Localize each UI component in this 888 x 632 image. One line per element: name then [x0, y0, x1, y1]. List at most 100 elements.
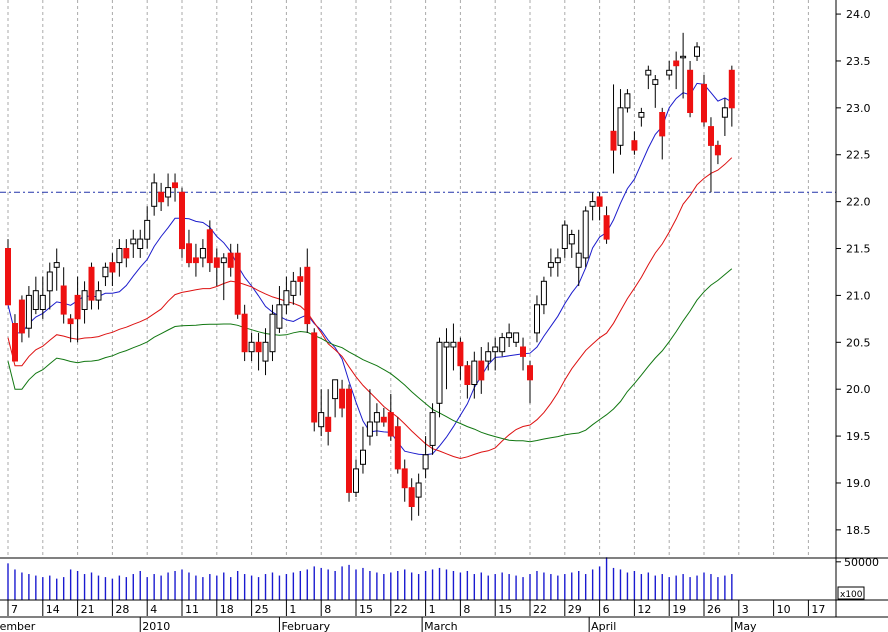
candle-45 [318, 389, 325, 437]
candle-99 [694, 42, 700, 61]
candle-body-1 [12, 323, 18, 362]
candle-58 [408, 478, 415, 521]
candle-body-43 [304, 266, 311, 325]
candle-body-63 [443, 341, 450, 348]
candle-72 [506, 323, 513, 347]
grid-lines [7, 0, 809, 558]
candle-body-72 [506, 332, 513, 339]
candle-101 [708, 117, 714, 193]
candle-body-16 [116, 248, 123, 264]
candle-body-40 [283, 290, 290, 306]
candle-60 [422, 436, 429, 479]
candle-103 [721, 98, 728, 136]
moving-average-long [7, 268, 733, 443]
candle-48 [339, 379, 346, 418]
day-label-16: 29 [568, 603, 582, 616]
candle-38 [269, 304, 276, 362]
month-label-5: May [734, 620, 757, 632]
candle-body-103 [721, 107, 728, 118]
candle-29 [206, 220, 213, 272]
candle-body-4 [32, 290, 39, 311]
candle-body-77 [540, 280, 547, 306]
candle-body-30 [213, 257, 220, 268]
candle-body-54 [380, 416, 387, 423]
candle-18 [130, 229, 137, 258]
price-tick-label-3: 20.0 [846, 383, 871, 396]
candle-52 [366, 389, 373, 446]
candle-86 [603, 206, 610, 244]
candle-55 [387, 393, 394, 441]
day-label-17: 6 [603, 603, 610, 616]
candle-39 [276, 286, 283, 333]
candle-104 [728, 65, 735, 127]
candle-87 [610, 84, 617, 174]
candle-84 [589, 192, 596, 221]
volume-axis-tick: 50000 [844, 556, 879, 569]
candle-42 [297, 267, 304, 296]
day-label-11: 22 [394, 603, 408, 616]
candle-98 [687, 60, 694, 118]
candle-body-78 [547, 262, 554, 268]
candle-body-44 [311, 332, 318, 423]
candle-body-2 [18, 299, 25, 334]
volume-bars [7, 557, 733, 600]
candle-21 [151, 173, 158, 216]
candle-body-62 [436, 341, 443, 404]
candle-body-53 [373, 412, 380, 423]
candle-body-91 [638, 112, 645, 118]
candle-body-96 [673, 60, 680, 67]
volume-multiplier-box [837, 586, 865, 600]
candle-102 [714, 140, 721, 165]
day-label-3: 28 [115, 603, 129, 616]
candle-14 [102, 262, 109, 287]
candle-body-102 [714, 144, 721, 156]
candle-91 [638, 107, 645, 127]
candle-28 [199, 239, 206, 268]
price-tick-label-9: 23.0 [846, 102, 871, 115]
day-label-20: 26 [707, 603, 721, 616]
candle-body-71 [499, 337, 506, 353]
candle-body-18 [130, 238, 137, 245]
day-label-15: 22 [533, 603, 547, 616]
candle-body-100 [701, 83, 707, 123]
candle-74 [520, 337, 526, 371]
candle-6 [46, 262, 53, 310]
day-label-4: 4 [150, 603, 157, 616]
candle-61 [429, 403, 436, 455]
candle-body-90 [631, 140, 638, 151]
candle-body-89 [624, 93, 631, 109]
candle-88 [617, 89, 624, 155]
candle-body-61 [429, 412, 436, 446]
candle-12 [88, 262, 95, 310]
candle-3 [25, 286, 32, 338]
candle-75 [527, 361, 533, 404]
price-tick-label-6: 21.5 [846, 243, 871, 256]
candle-body-55 [387, 412, 394, 437]
candle-body-56 [394, 426, 401, 470]
day-label-0: 7 [11, 603, 18, 616]
candle-body-52 [366, 421, 373, 437]
price-tick-label-11: 24.0 [846, 8, 871, 21]
candle-body-49 [346, 388, 352, 493]
candle-27 [192, 243, 199, 277]
candle-71 [499, 332, 506, 357]
candle-23 [165, 173, 172, 207]
volume-axis: 50000 x100 [836, 556, 879, 600]
price-tick-label-4: 20.5 [846, 336, 871, 349]
candle-body-8 [60, 285, 67, 315]
candle-body-95 [666, 69, 673, 76]
month-label-1: 2010 [142, 620, 170, 632]
candle-64 [450, 323, 457, 371]
price-tick-label-7: 22.0 [846, 196, 871, 209]
day-label-6: 18 [220, 603, 234, 616]
candle-body-97 [680, 55, 687, 59]
candle-8 [60, 267, 67, 324]
day-label-12: 1 [429, 603, 436, 616]
candle-body-38 [269, 313, 276, 353]
candle-body-7 [53, 262, 60, 268]
candle-body-85 [596, 196, 603, 207]
candle-body-94 [659, 112, 666, 137]
candle-36 [255, 332, 262, 371]
candle-57 [401, 459, 408, 502]
